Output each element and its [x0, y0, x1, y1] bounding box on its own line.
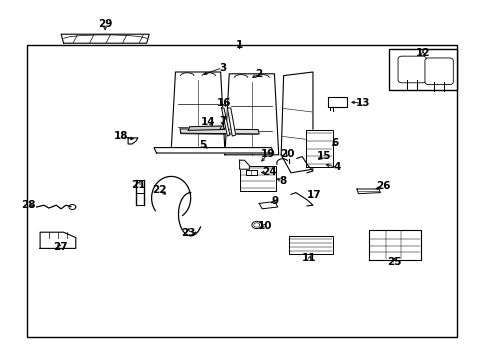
Bar: [245, 170, 256, 175]
Text: 12: 12: [415, 48, 429, 58]
Polygon shape: [239, 166, 276, 191]
Polygon shape: [288, 236, 332, 254]
Text: 3: 3: [219, 63, 225, 73]
Polygon shape: [281, 72, 312, 173]
Bar: [27, 45, 456, 337]
Text: 28: 28: [21, 200, 36, 210]
Polygon shape: [188, 126, 221, 130]
Polygon shape: [40, 232, 76, 248]
Polygon shape: [368, 230, 420, 260]
Bar: [388, 49, 456, 90]
Text: 13: 13: [355, 98, 370, 108]
Text: 26: 26: [375, 181, 389, 192]
Polygon shape: [259, 202, 277, 209]
Text: 11: 11: [302, 253, 316, 264]
Text: 21: 21: [131, 180, 145, 190]
Text: 17: 17: [306, 190, 321, 201]
Polygon shape: [61, 34, 149, 43]
Text: 1: 1: [236, 40, 243, 50]
FancyBboxPatch shape: [424, 58, 452, 85]
Polygon shape: [221, 108, 229, 136]
Text: 29: 29: [98, 19, 112, 29]
Text: 20: 20: [280, 149, 294, 159]
Text: 7: 7: [218, 116, 226, 126]
Polygon shape: [180, 129, 259, 134]
Polygon shape: [154, 148, 273, 153]
Text: 15: 15: [316, 151, 331, 161]
FancyBboxPatch shape: [397, 56, 426, 83]
Text: 23: 23: [181, 228, 195, 238]
Text: 8: 8: [279, 176, 285, 186]
Text: 5: 5: [199, 140, 206, 150]
Text: 14: 14: [201, 117, 215, 127]
Polygon shape: [305, 130, 332, 167]
Text: 9: 9: [271, 196, 278, 206]
Text: 2: 2: [255, 69, 262, 79]
Polygon shape: [227, 108, 235, 136]
Text: 25: 25: [386, 257, 401, 267]
Text: 10: 10: [258, 221, 272, 231]
Text: 19: 19: [260, 149, 275, 159]
Text: 24: 24: [261, 167, 276, 177]
Polygon shape: [239, 160, 249, 169]
Text: 27: 27: [53, 242, 68, 252]
Polygon shape: [356, 189, 380, 194]
Text: 22: 22: [151, 185, 166, 195]
Text: 18: 18: [114, 131, 128, 141]
Text: 6: 6: [331, 138, 338, 148]
Text: 4: 4: [333, 162, 341, 172]
Text: 16: 16: [216, 98, 231, 108]
Bar: [327, 97, 346, 107]
